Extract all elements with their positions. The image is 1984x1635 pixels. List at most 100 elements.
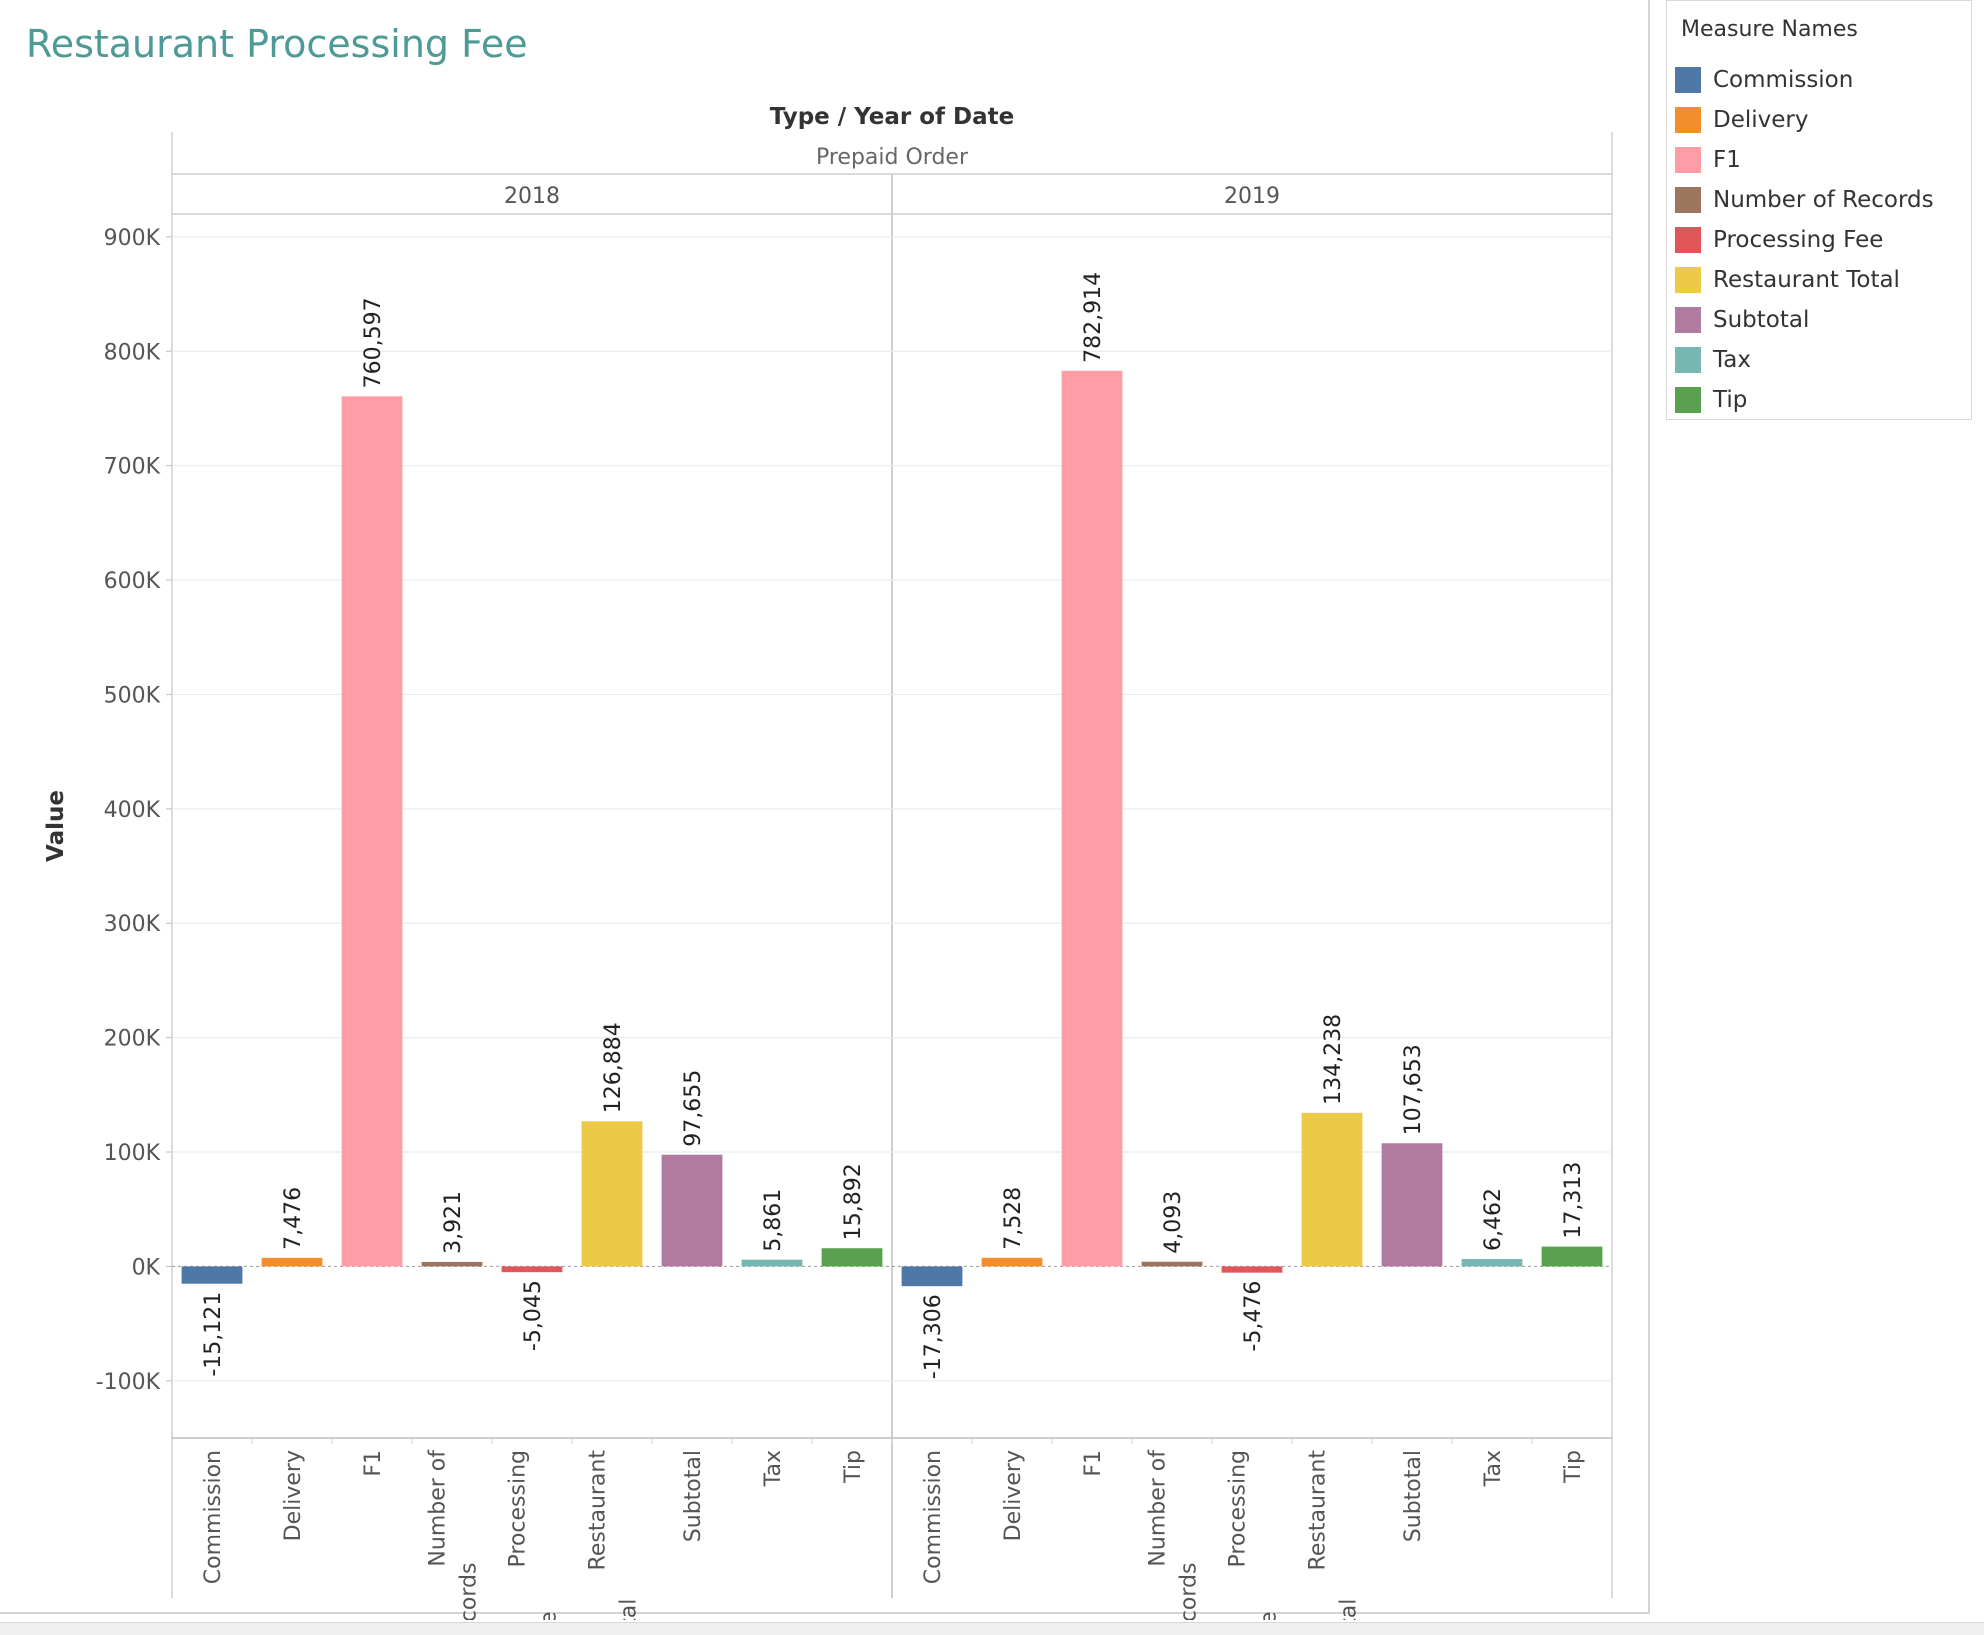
bottom-scroll-strip — [0, 1622, 1984, 1635]
x-tick-label: Tip — [841, 1450, 866, 1484]
bar — [1541, 1246, 1603, 1267]
bar — [1381, 1143, 1443, 1267]
bar — [181, 1266, 243, 1284]
chart-frame — [0, 0, 1650, 1614]
data-label: -15,121 — [201, 1292, 226, 1377]
data-label: 3,921 — [441, 1191, 466, 1254]
x-tick-label: Subtotal — [681, 1450, 706, 1542]
x-tick-label: Commission — [201, 1450, 226, 1584]
data-label: 134,238 — [1321, 1014, 1346, 1105]
x-tick-label: Tip — [1561, 1450, 1586, 1484]
x-tick-label: Total — [1337, 1599, 1362, 1620]
bar — [981, 1257, 1043, 1267]
y-tick-label: 500K — [104, 683, 161, 708]
bar-chart: Type / Year of Date Prepaid Order 2018 2019… — [43, 104, 1613, 1620]
y-tick-label: 600K — [104, 569, 161, 594]
legend-swatch — [1675, 187, 1701, 213]
legend-label: Subtotal — [1713, 307, 1810, 333]
y-tick-label: 700K — [104, 455, 161, 480]
legend-label: Number of Records — [1713, 187, 1934, 213]
legend-label: Tax — [1713, 347, 1751, 373]
data-label: 15,892 — [841, 1163, 866, 1240]
bar — [661, 1154, 723, 1267]
header-group: Prepaid Order — [816, 145, 969, 170]
x-tick-label: Tax — [761, 1450, 786, 1487]
bar — [901, 1266, 963, 1287]
legend-swatch — [1675, 147, 1701, 173]
y-tick-label: 200K — [104, 1027, 161, 1052]
legend-swatch — [1675, 307, 1701, 333]
x-tick-label: Delivery — [281, 1450, 306, 1541]
bar — [1061, 370, 1123, 1267]
x-tick-label: Restaurant — [586, 1450, 611, 1571]
data-label: 760,597 — [361, 297, 386, 388]
x-tick-label: Delivery — [1001, 1450, 1026, 1541]
data-label: -5,045 — [521, 1280, 546, 1351]
legend-label: Restaurant Total — [1713, 267, 1900, 293]
x-tick-label: Processing — [506, 1450, 531, 1567]
y-tick-label: 400K — [104, 798, 161, 823]
x-tick-label: Records — [457, 1563, 482, 1620]
x-tick-label: Processing — [1226, 1450, 1251, 1567]
x-tick-label: Total — [617, 1599, 642, 1620]
y-tick-label: -100K — [96, 1370, 161, 1395]
data-label: 107,653 — [1401, 1044, 1426, 1135]
legend-label: Tip — [1713, 387, 1748, 413]
legend-swatch — [1675, 227, 1701, 253]
data-label: 7,528 — [1001, 1187, 1026, 1250]
x-tick-label: Restaurant — [1306, 1450, 1331, 1571]
bar — [821, 1248, 883, 1267]
legend-swatch — [1675, 67, 1701, 93]
bar — [261, 1257, 323, 1267]
header-title: Type / Year of Date — [770, 104, 1014, 130]
data-label: -5,476 — [1241, 1281, 1266, 1352]
x-tick-label: Fee — [1257, 1611, 1282, 1620]
data-label: 17,313 — [1561, 1162, 1586, 1239]
legend-label: Commission — [1713, 67, 1854, 93]
legend-label: Delivery — [1713, 107, 1809, 133]
bar — [741, 1259, 803, 1267]
data-label: 782,914 — [1081, 272, 1106, 363]
x-tick-label: Tax — [1481, 1450, 1506, 1487]
y-tick-label: 800K — [104, 340, 161, 365]
legend-swatch — [1675, 267, 1701, 293]
x-tick-label: Records — [1177, 1563, 1202, 1620]
legend-swatch — [1675, 347, 1701, 373]
x-tick-label: F1 — [1081, 1450, 1106, 1477]
y-tick-label: 300K — [104, 912, 161, 937]
bar — [581, 1121, 643, 1267]
x-tick-label: Fee — [537, 1611, 562, 1620]
x-tick-label: F1 — [361, 1450, 386, 1477]
panel-label: 2019 — [1224, 184, 1280, 209]
legend-label: F1 — [1713, 147, 1741, 173]
legend-swatch — [1675, 107, 1701, 133]
legend-swatch — [1675, 387, 1701, 413]
bar — [1141, 1261, 1203, 1267]
x-tick-label: Subtotal — [1401, 1450, 1426, 1542]
x-tick-label: Number of — [1146, 1449, 1171, 1567]
x-tick-label: Number of — [426, 1449, 451, 1567]
legend-label: Processing Fee — [1713, 227, 1884, 253]
panel-label: 2018 — [504, 184, 560, 209]
data-label: 7,476 — [281, 1187, 306, 1250]
bar — [421, 1261, 483, 1267]
data-label: 97,655 — [681, 1070, 706, 1147]
legend-title: Measure Names — [1681, 17, 1858, 42]
legend: Measure Names Commission Delivery F1 Number… — [1666, 0, 1972, 420]
chart-title: Restaurant Processing Fee — [26, 22, 528, 66]
bar — [1461, 1259, 1523, 1267]
data-label: -17,306 — [921, 1294, 946, 1379]
bar — [341, 396, 403, 1267]
y-axis-title: Value — [43, 790, 69, 862]
data-label: 6,462 — [1481, 1188, 1506, 1251]
data-label: 4,093 — [1161, 1191, 1186, 1254]
bar — [501, 1266, 563, 1273]
x-tick-label: Commission — [921, 1450, 946, 1584]
data-label: 5,861 — [761, 1189, 786, 1252]
y-tick-label: 0K — [132, 1255, 161, 1280]
data-label: 126,884 — [601, 1022, 626, 1113]
bar — [1301, 1112, 1363, 1267]
y-tick-label: 900K — [104, 226, 161, 251]
y-tick-label: 100K — [104, 1141, 161, 1166]
bar — [1221, 1266, 1283, 1273]
